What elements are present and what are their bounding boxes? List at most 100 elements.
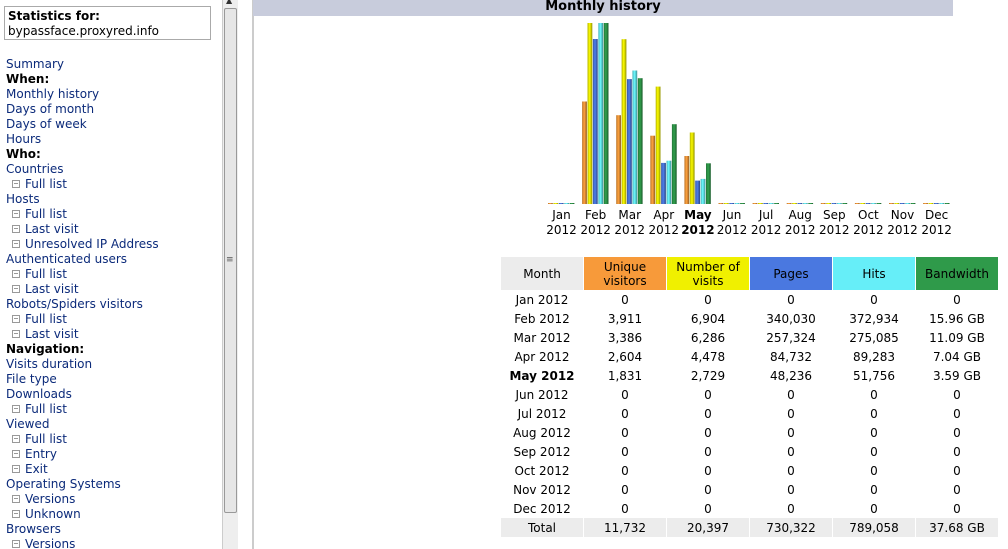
- bar-unique-jan: [548, 203, 553, 204]
- tick-label-month-dec: Dec: [925, 208, 948, 222]
- bar-bandwidth-may: [706, 163, 711, 204]
- bar-unique-oct: [854, 203, 860, 204]
- menu-link-days-of-month[interactable]: Days of month: [6, 102, 159, 117]
- menu-link-last-visit[interactable]: Last visit: [6, 282, 159, 297]
- menu-link-file-type[interactable]: File type: [6, 372, 159, 387]
- monthly-history-chart: Jan2012Feb2012Mar2012Apr2012May2012Jun20…: [546, 23, 952, 237]
- menu-link-last-visit[interactable]: Last visit: [6, 222, 159, 237]
- menu-link-hosts[interactable]: Hosts: [6, 192, 159, 207]
- bar-visits-feb: [587, 23, 593, 204]
- bar-bandwidth-dec: [944, 203, 950, 204]
- table-cell: 0: [787, 482, 795, 497]
- menu-link-browsers[interactable]: Browsers: [6, 522, 159, 537]
- table-cell: Jan 2012: [515, 292, 569, 307]
- table-row: May 2012 1,831 2,729 48,236 51,756 3.59 GB: [501, 366, 998, 385]
- table-cell: 257,324: [766, 330, 816, 345]
- menu-link-countries[interactable]: Countries: [6, 162, 159, 177]
- menu-link-unknown[interactable]: Unknown: [6, 507, 159, 522]
- bar-visits-apr: [655, 86, 661, 204]
- bar-visits-may: [689, 132, 695, 204]
- menu-link-versions[interactable]: Versions: [6, 492, 159, 507]
- bar-hits-may: [700, 178, 706, 204]
- th-number-of-visits: Number of visits: [667, 257, 749, 290]
- menu-header-who: Who:: [6, 147, 159, 162]
- bar-hits-aug: [802, 203, 808, 204]
- submenu-bullet-icon: [12, 509, 20, 518]
- menu-item-label: Entry: [25, 447, 57, 461]
- bar-unique-may: [684, 156, 690, 204]
- menu-item-label: Countries: [6, 162, 64, 176]
- menu-item-label: File type: [6, 372, 57, 386]
- total-cell: Total: [501, 518, 583, 537]
- tick-label-month-jan: Jan: [551, 208, 571, 222]
- menu-link-days-of-week[interactable]: Days of week: [6, 117, 159, 132]
- menu-link-versions[interactable]: Versions: [6, 537, 159, 549]
- menu-link-entry[interactable]: Entry: [6, 447, 159, 462]
- table-cell: 6,286: [690, 330, 726, 345]
- tick-label-month-sep: Sep: [823, 208, 846, 222]
- menu-link-operating-systems[interactable]: Operating Systems: [6, 477, 159, 492]
- menu-link-monthly-history[interactable]: Monthly history: [6, 87, 159, 102]
- menu-item-label: Full list: [25, 177, 67, 191]
- monthly-history-table: Month Unique visitors Number of visits Page…: [500, 257, 999, 537]
- table-cell: 11.09 GB: [929, 330, 985, 345]
- table-cell: 0: [704, 444, 712, 459]
- table-cell: 0: [787, 406, 795, 421]
- table-cell: 0: [870, 444, 878, 459]
- table-cell: 0: [953, 387, 961, 402]
- submenu-bullet-icon: [12, 314, 20, 323]
- menu-link-unresolved-ip-address[interactable]: Unresolved IP Address: [6, 237, 159, 252]
- menu-link-full-list[interactable]: Full list: [6, 267, 159, 282]
- menu-link-summary[interactable]: Summary: [6, 57, 159, 72]
- submenu-bullet-icon: [12, 209, 20, 218]
- bar-bandwidth-feb: [603, 23, 609, 204]
- menu-item-label: Navigation:: [6, 342, 85, 356]
- tick-label-year-mar: 2012: [614, 223, 645, 237]
- table-cell: Apr 2012: [514, 349, 570, 364]
- table-cell: 0: [621, 463, 629, 478]
- table-cell: 0: [621, 406, 629, 421]
- menu-link-hours[interactable]: Hours: [6, 132, 159, 147]
- scroll-up-arrow-icon[interactable]: ▲: [226, 0, 233, 5]
- table-cell: 1,831: [607, 368, 643, 383]
- tick-label-month-mar: Mar: [618, 208, 641, 222]
- th-hits: Hits: [833, 257, 915, 290]
- table-row: Dec 2012 0 0 0 0 0: [501, 499, 998, 518]
- menu-link-exit[interactable]: Exit: [6, 462, 159, 477]
- menu-link-visits-duration[interactable]: Visits duration: [6, 357, 159, 372]
- table-cell: 84,732: [770, 349, 812, 364]
- menu-link-viewed[interactable]: Viewed: [6, 417, 159, 432]
- total-cell: 730,322: [750, 518, 832, 537]
- menu-link-robots-spiders-visitors[interactable]: Robots/Spiders visitors: [6, 297, 159, 312]
- table-cell: May 2012: [509, 368, 575, 383]
- table-cell: 0: [621, 501, 629, 516]
- bar-unique-mar: [616, 115, 621, 204]
- menu-item-label: Last visit: [25, 282, 79, 296]
- menu-link-full-list[interactable]: Full list: [6, 177, 159, 192]
- total-cell: 789,058: [833, 518, 915, 537]
- table-cell: Sep 2012: [513, 444, 571, 459]
- table-cell: 0: [621, 425, 629, 440]
- menu-link-authenticated-users[interactable]: Authenticated users: [6, 252, 159, 267]
- table-cell: 340,030: [766, 311, 816, 326]
- tick-label-year-sep: 2012: [819, 223, 850, 237]
- table-cell: 0: [953, 463, 961, 478]
- scrollbar-thumb[interactable]: [224, 8, 237, 513]
- bar-bandwidth-nov: [910, 203, 916, 204]
- section-title: Monthly history: [253, 0, 953, 16]
- tick-label-month-nov: Nov: [891, 208, 914, 222]
- bar-hits-nov: [905, 203, 910, 204]
- menu-link-full-list[interactable]: Full list: [6, 207, 159, 222]
- sidebar-scrollbar[interactable]: ▲ ≡: [222, 0, 238, 549]
- menu-link-last-visit[interactable]: Last visit: [6, 327, 159, 342]
- menu-link-downloads[interactable]: Downloads: [6, 387, 159, 402]
- menu-link-full-list[interactable]: Full list: [6, 432, 159, 447]
- menu-link-full-list[interactable]: Full list: [6, 312, 159, 327]
- menu-link-full-list[interactable]: Full list: [6, 402, 159, 417]
- table-total-row: Total 11,732 20,397 730,322 789,058 37.68 GB: [501, 518, 998, 537]
- submenu-bullet-icon: [12, 269, 20, 278]
- frame-divider[interactable]: [252, 0, 254, 549]
- menu-item-label: Monthly history: [6, 87, 100, 101]
- table-row: Jan 2012 0 0 0 0 0: [501, 290, 998, 309]
- menu-item-label: Browsers: [6, 522, 61, 536]
